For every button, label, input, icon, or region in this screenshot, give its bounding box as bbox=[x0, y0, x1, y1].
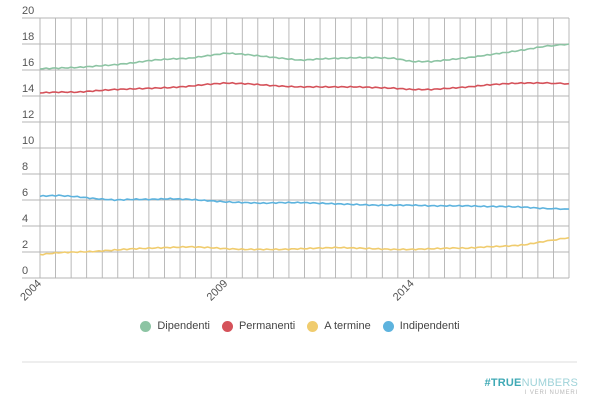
y-tick-label: 20 bbox=[22, 5, 34, 17]
x-axis-labels: 2004 2009 2014 bbox=[18, 278, 416, 304]
legend-dot-icon bbox=[140, 320, 152, 332]
y-tick-label: 2 bbox=[22, 239, 28, 251]
brand-logo: #TRUENUMBERS I VERI NUMERI bbox=[485, 378, 578, 397]
legend-item-a-termine[interactable]: A termine bbox=[307, 320, 371, 332]
y-tick-label: 10 bbox=[22, 135, 34, 147]
x-tick-label: 2014 bbox=[391, 278, 417, 304]
legend-item-permanenti[interactable]: Permanenti bbox=[221, 320, 296, 332]
y-tick-label: 14 bbox=[22, 83, 34, 95]
y-tick-label: 4 bbox=[22, 213, 28, 225]
legend-label: A termine bbox=[324, 320, 371, 332]
brand-bold-text: #TRUE bbox=[484, 377, 522, 389]
grid-lines bbox=[22, 17, 570, 279]
y-tick-label: 0 bbox=[22, 265, 28, 277]
legend-item-dipendenti[interactable]: Dipendenti bbox=[140, 320, 210, 332]
legend-item-indipendenti[interactable]: Indipendenti bbox=[382, 320, 460, 332]
line-chart: 0 2 4 6 8 10 12 14 16 18 20 2004 2009 2014 bbox=[18, 5, 570, 304]
series-line-a-termine bbox=[39, 236, 570, 256]
chart-legend: Dipendenti Permanenti A termine Indipend… bbox=[0, 320, 600, 332]
series-line-indipendenti bbox=[39, 194, 570, 211]
footer-divider bbox=[22, 361, 577, 363]
y-tick-label: 12 bbox=[22, 109, 34, 121]
x-tick-label: 2004 bbox=[18, 278, 44, 304]
legend-label: Indipendenti bbox=[399, 320, 460, 332]
brand-wordmark: #TRUENUMBERS bbox=[485, 378, 578, 389]
y-tick-label: 8 bbox=[22, 161, 28, 173]
series-line-dipendenti bbox=[39, 43, 570, 70]
legend-label: Permanenti bbox=[238, 320, 296, 332]
legend-dot-icon bbox=[221, 320, 233, 332]
x-tick-label: 2009 bbox=[205, 278, 231, 304]
legend-label: Dipendenti bbox=[157, 320, 210, 332]
legend-dot-icon bbox=[307, 320, 319, 332]
series-lines bbox=[39, 43, 570, 256]
series-line-permanenti bbox=[39, 81, 570, 94]
y-tick-label: 6 bbox=[22, 187, 28, 199]
y-axis-labels: 0 2 4 6 8 10 12 14 16 18 20 bbox=[22, 5, 34, 277]
y-tick-label: 18 bbox=[22, 31, 34, 43]
brand-light-text: NUMBERS bbox=[521, 377, 578, 389]
brand-tagline: I VERI NUMERI bbox=[524, 390, 578, 396]
legend-dot-icon bbox=[382, 320, 394, 332]
y-tick-label: 16 bbox=[22, 57, 34, 69]
